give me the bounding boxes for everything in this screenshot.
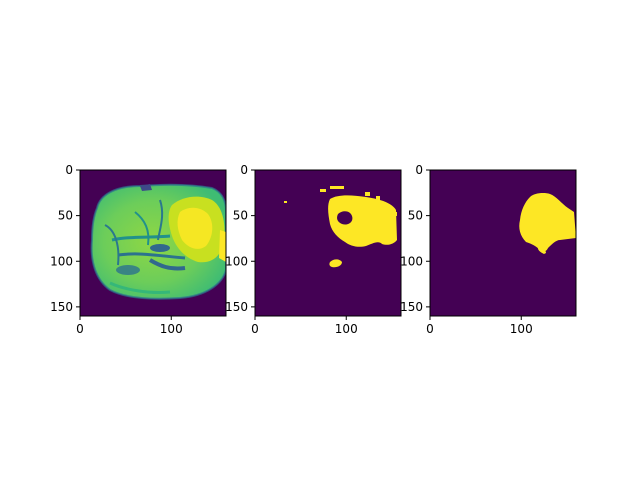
y-tick-label: 50	[408, 209, 423, 223]
axes-ground-truth-mask: 0 100 0 50 100 150	[400, 163, 533, 336]
x-tick-label: 0	[426, 322, 434, 336]
x-tick-label: 100	[335, 322, 358, 336]
axes-predicted-mask: 0 100 0 50 100 150	[225, 163, 358, 336]
predicted-tumor-blob	[328, 195, 397, 247]
y-tick-label: 150	[400, 300, 423, 314]
panel-ground-truth-mask	[429, 169, 577, 317]
axes-mri-slice: 0 100 0 50 100 150	[50, 163, 183, 336]
x-tick-label: 0	[76, 322, 84, 336]
y-tick-label: 150	[50, 300, 73, 314]
predicted-mask-image	[255, 170, 401, 316]
y-tick-label: 100	[225, 254, 248, 268]
brain-scan-image	[80, 170, 226, 316]
y-tick-label: 0	[240, 163, 248, 177]
y-tick-label: 150	[225, 300, 248, 314]
x-tick-label: 100	[160, 322, 183, 336]
panel-mri-slice	[79, 169, 227, 317]
y-tick-label: 0	[65, 163, 73, 177]
panel-predicted-mask	[254, 169, 402, 317]
y-tick-label: 100	[400, 254, 423, 268]
y-tick-label: 0	[415, 163, 423, 177]
ground-truth-tumor-blob	[519, 193, 576, 252]
ground-truth-mask-image	[430, 170, 576, 316]
y-tick-label: 50	[58, 209, 73, 223]
y-tick-label: 100	[50, 254, 73, 268]
x-tick-label: 100	[510, 322, 533, 336]
x-tick-label: 0	[251, 322, 259, 336]
y-tick-label: 50	[233, 209, 248, 223]
